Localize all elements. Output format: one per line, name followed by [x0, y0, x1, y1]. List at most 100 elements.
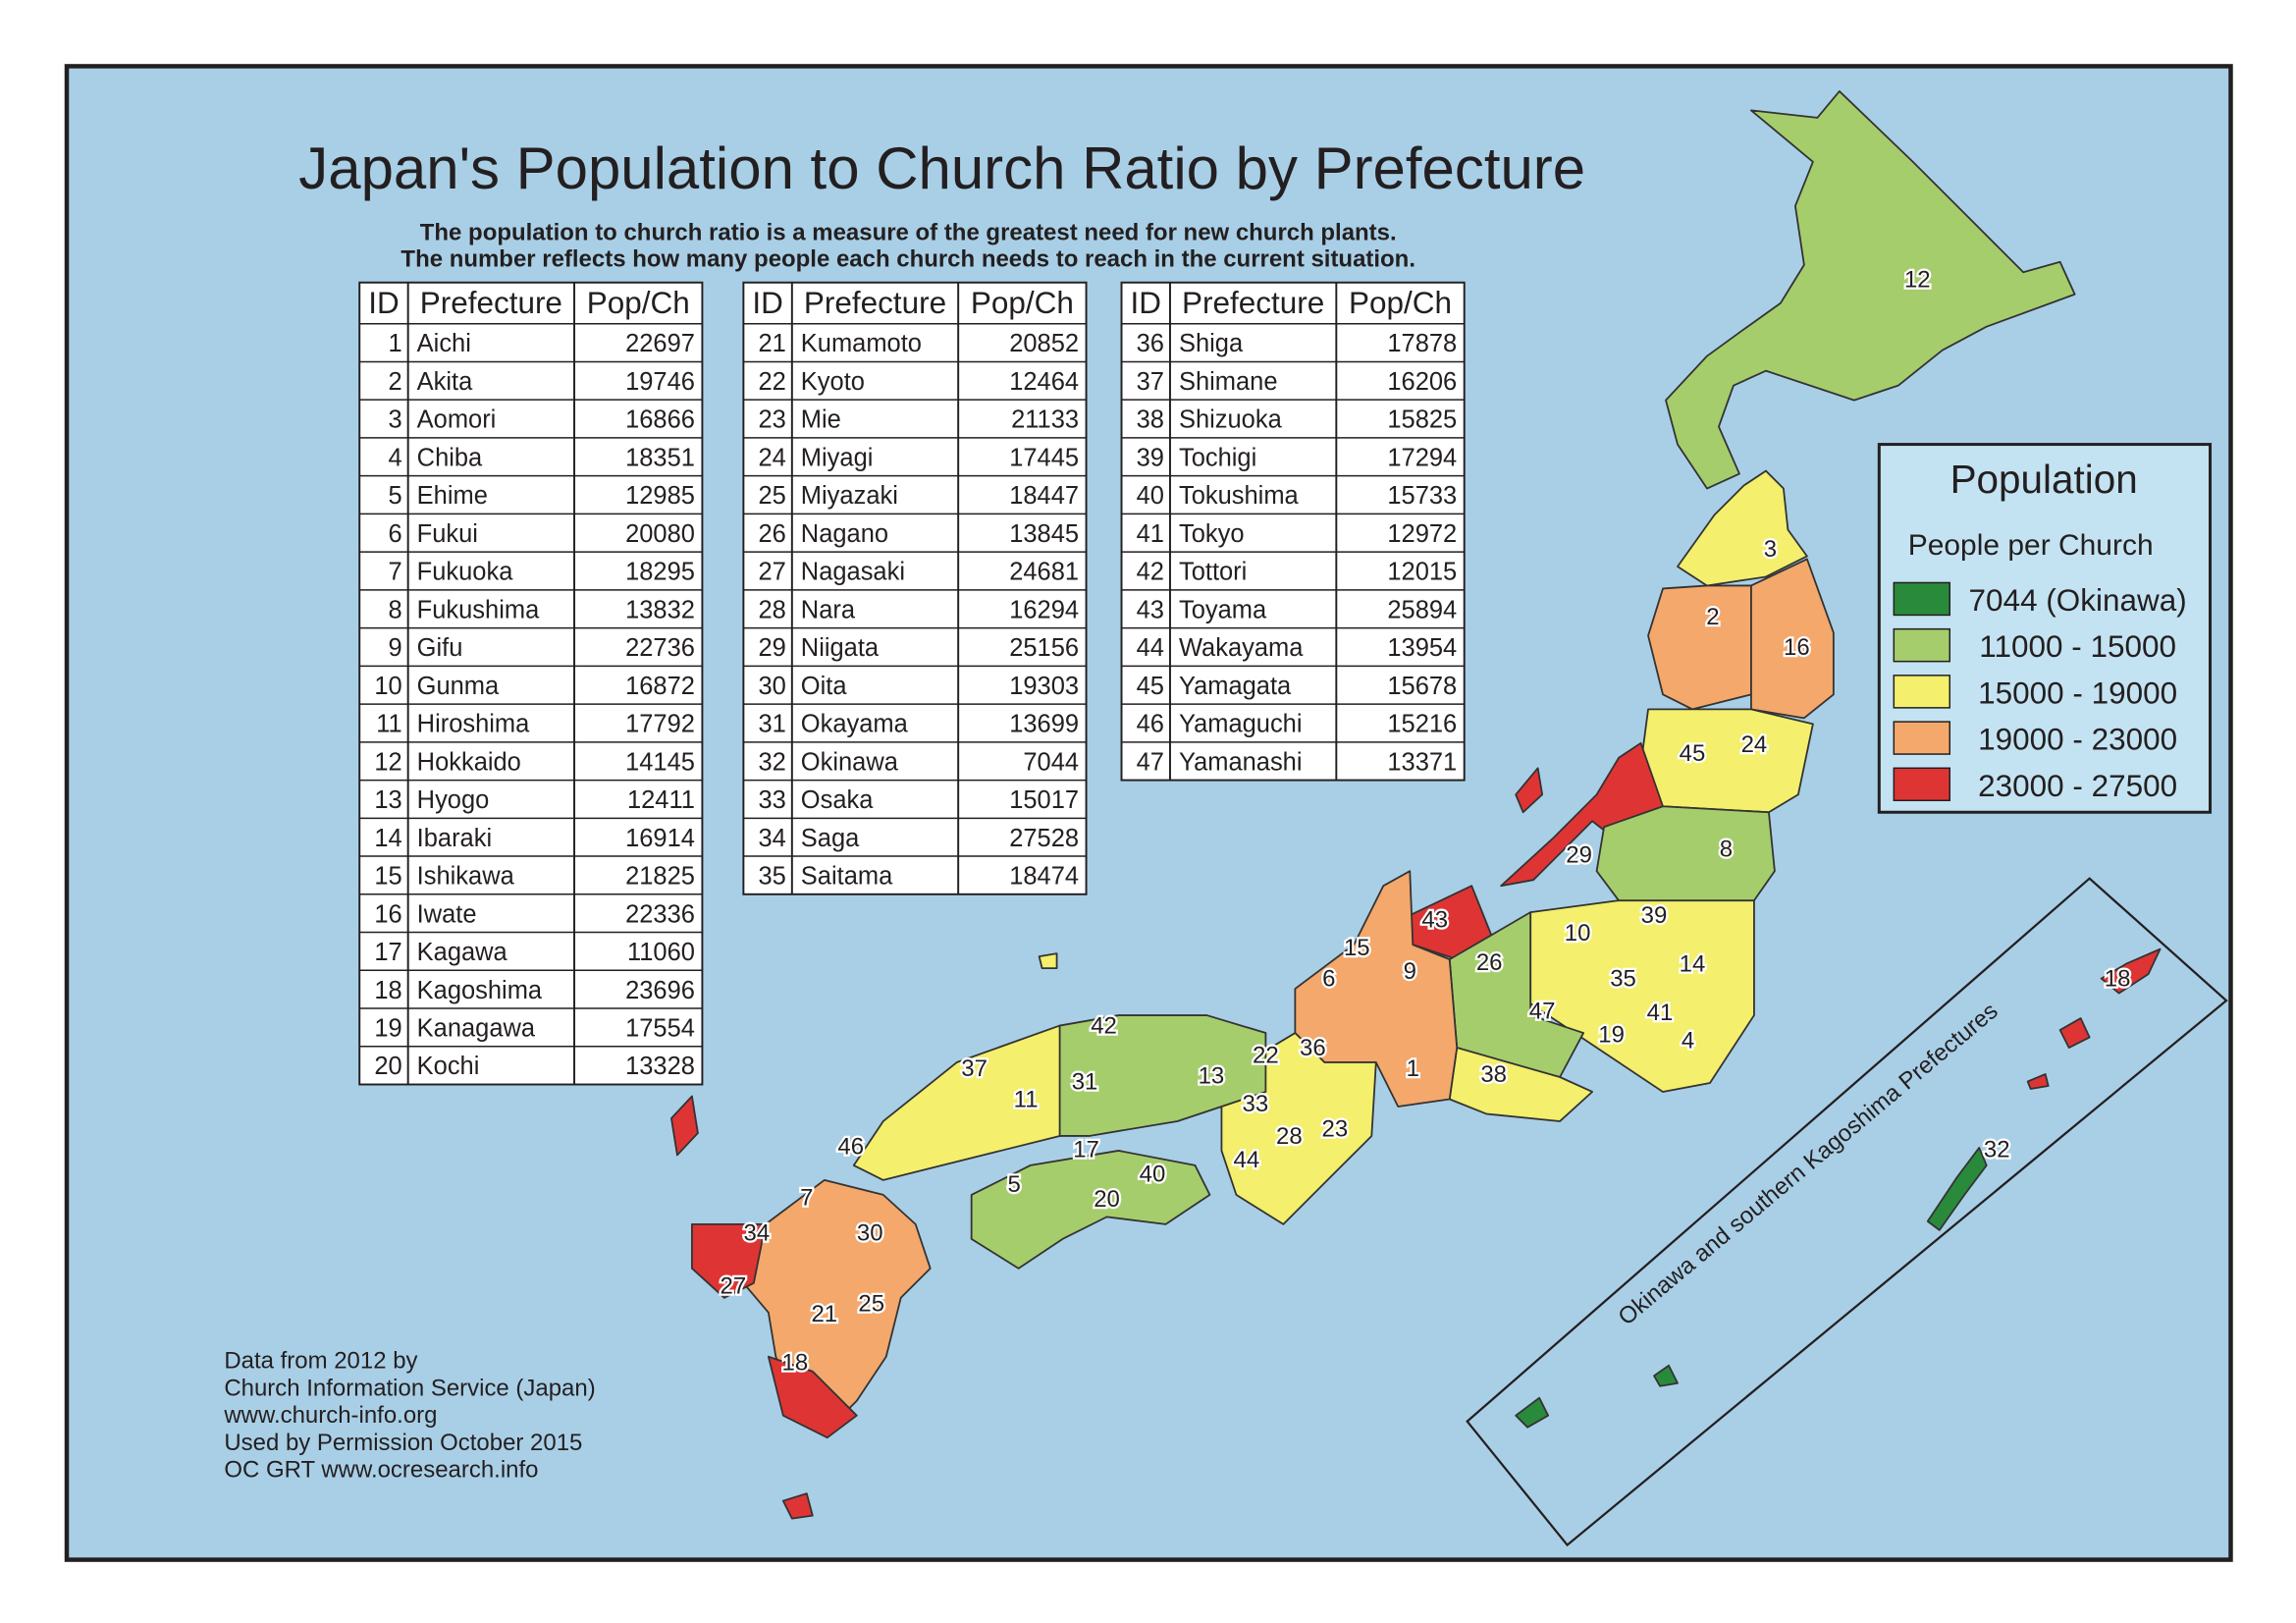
map-label: 39	[1641, 902, 1668, 929]
hokkaido	[1665, 90, 2076, 490]
table-value: 20852	[1009, 330, 1079, 357]
japan-map	[670, 90, 2162, 1520]
table-frame	[358, 281, 704, 1086]
map-label: 32	[1984, 1136, 2010, 1163]
table-value: 25894	[1387, 596, 1457, 623]
map-label: 16	[1784, 634, 1810, 661]
table-id: 29	[758, 634, 785, 662]
table-value: 17878	[1387, 330, 1457, 357]
table-prefecture: Shizuoka	[1179, 406, 1283, 434]
sado	[1515, 767, 1544, 814]
legend-label: 11000 - 15000	[1979, 629, 2176, 664]
table-id: 28	[758, 596, 785, 623]
table-value: 12015	[1387, 559, 1457, 586]
table-id: 6	[389, 520, 402, 548]
map-label: 21	[811, 1301, 837, 1327]
table-id: 39	[1137, 444, 1164, 471]
table-header: ID	[752, 286, 782, 320]
credit-line: www.church-info.org	[223, 1402, 437, 1429]
aomori	[1677, 469, 1808, 587]
shikoku	[970, 1150, 1211, 1270]
table-prefecture: Fukushima	[417, 596, 540, 623]
table-value: 16914	[625, 825, 695, 852]
table-prefecture: Nagasaki	[801, 559, 905, 586]
table-value: 15733	[1387, 482, 1457, 510]
credit-line: Church Information Service (Japan)	[224, 1375, 595, 1401]
map-label: 27	[721, 1273, 747, 1300]
table-id: 24	[758, 444, 785, 471]
table-prefecture: Kyoto	[801, 368, 865, 396]
table-value: 12411	[627, 786, 695, 814]
map-label: 23	[1321, 1115, 1348, 1142]
table-header: Pop/Ch	[587, 286, 690, 320]
table-id: 5	[389, 482, 402, 510]
map-label: 15	[1344, 935, 1370, 961]
table-prefecture: Chiba	[417, 444, 483, 471]
table-value: 18295	[625, 559, 695, 586]
table-prefecture: Saitama	[801, 863, 893, 891]
legend-subtitle: People per Church	[1908, 529, 2154, 562]
table-value: 13699	[1009, 711, 1079, 738]
table-header: Prefecture	[1182, 286, 1324, 320]
table-value: 17554	[625, 1014, 695, 1042]
table-id: 46	[1137, 711, 1164, 738]
amami	[2058, 1017, 2091, 1049]
map-label: 36	[1300, 1035, 1326, 1061]
table-value: 24681	[1009, 559, 1079, 586]
table-prefecture: Ibaraki	[417, 825, 492, 852]
table-value: 16872	[625, 673, 695, 700]
table-value: 17294	[1387, 444, 1457, 471]
table-id: 10	[374, 673, 401, 700]
table-value: 19746	[625, 368, 695, 396]
table-prefecture: Okinawa	[801, 748, 899, 776]
credit-line: OC GRT www.ocresearch.info	[224, 1457, 538, 1484]
map-label: 1	[1407, 1055, 1419, 1082]
map-label: 31	[1072, 1068, 1098, 1095]
map-label: 45	[1680, 740, 1706, 767]
table-prefecture: Fukuoka	[417, 559, 514, 586]
yamagata-miyagi	[1639, 708, 1814, 814]
table-prefecture: Ishikawa	[417, 863, 515, 891]
table-id: 21	[758, 330, 785, 357]
map-label: 18	[2105, 965, 2131, 992]
table-prefecture: Nagano	[801, 520, 888, 548]
map-label: 22	[1253, 1042, 1279, 1068]
map-label: 29	[1566, 842, 1592, 869]
table-value: 27528	[1009, 825, 1079, 852]
table-value: 25156	[1009, 634, 1079, 662]
legend-swatch	[1893, 627, 1951, 663]
okinawa	[1926, 1147, 1988, 1231]
legend-items: 7044 (Okinawa) 11000 - 15000 15000 - 19000…	[1893, 581, 2187, 803]
table-prefecture: Shimane	[1179, 368, 1278, 396]
table-header: Pop/Ch	[971, 286, 1074, 320]
table-id: 36	[1137, 330, 1164, 357]
table-prefecture: Miyagi	[801, 444, 874, 471]
table-prefecture: Wakayama	[1179, 634, 1304, 662]
map-label: 9	[1404, 958, 1416, 985]
map-label: 42	[1091, 1012, 1117, 1039]
map-label: 2	[1706, 604, 1719, 630]
table-value: 13845	[1009, 520, 1079, 548]
table-prefecture: Gifu	[417, 634, 463, 662]
table-value: 21825	[625, 863, 695, 891]
okinawa-islet	[1653, 1364, 1679, 1387]
oki	[1038, 952, 1058, 970]
map-label: 19	[1598, 1021, 1625, 1048]
map-label: 38	[1480, 1061, 1507, 1088]
table-frame	[742, 281, 1088, 895]
table-value: 13371	[1387, 748, 1457, 776]
map-label: 30	[857, 1220, 883, 1247]
map-label: 18	[781, 1350, 808, 1377]
table-prefecture: Nara	[801, 596, 856, 623]
table-prefecture: Kagawa	[417, 939, 508, 966]
table-id: 41	[1137, 520, 1164, 548]
table-prefecture: Tochigi	[1179, 444, 1256, 471]
table-value: 22336	[625, 900, 695, 928]
table-prefecture: Iwate	[417, 900, 477, 928]
table-id: 2	[389, 368, 402, 396]
table-id: 26	[758, 520, 785, 548]
table-prefecture: Hyogo	[417, 786, 490, 814]
table-id: 15	[374, 863, 401, 891]
table-id: 7	[389, 559, 402, 586]
